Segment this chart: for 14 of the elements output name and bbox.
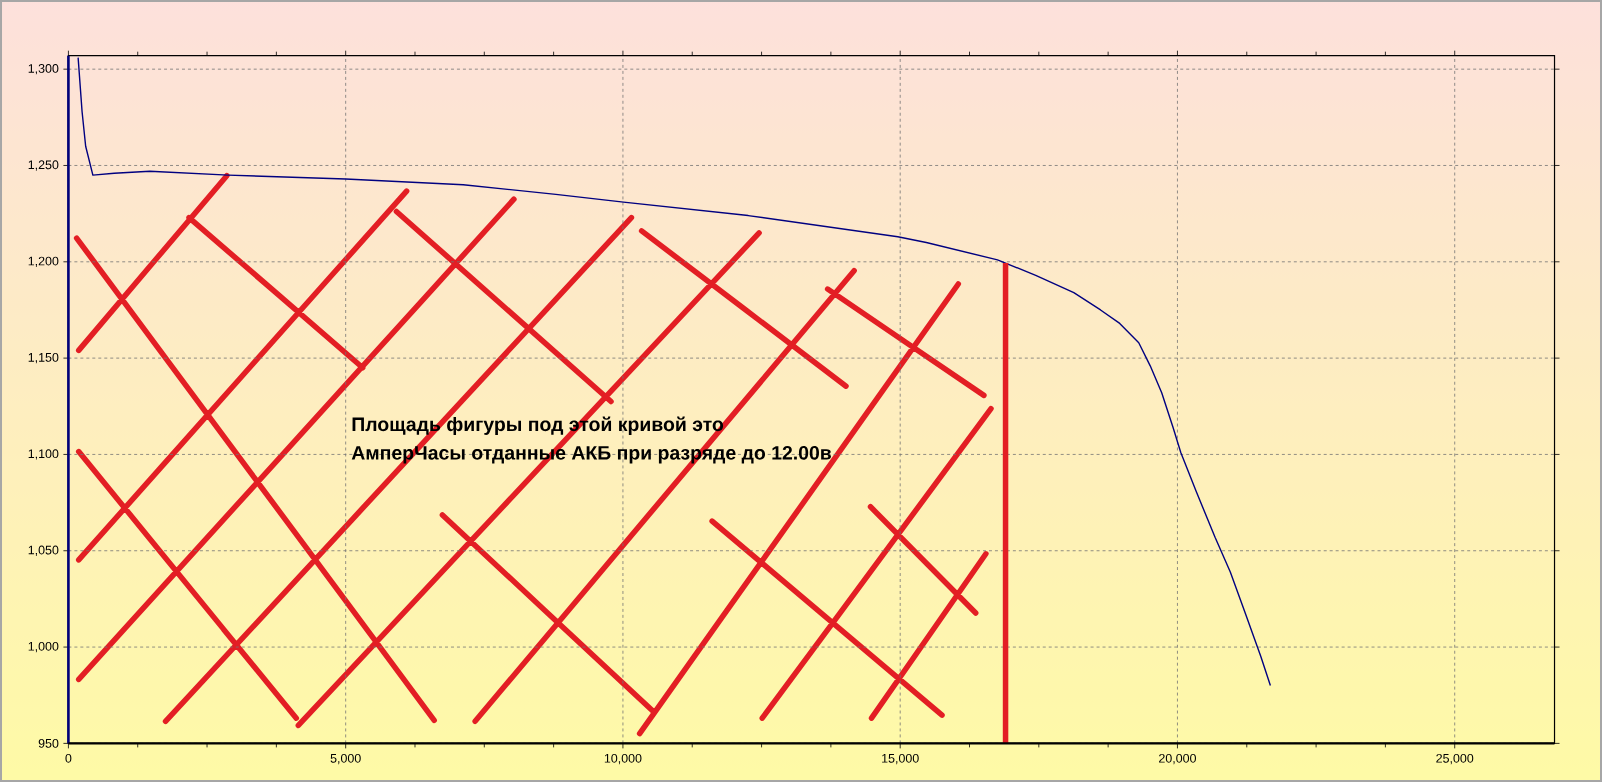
x-tick-label: 20,000 [1159, 753, 1196, 765]
y-tick-label: 1,200 [28, 256, 59, 267]
y-tick-label: 1,250 [28, 160, 59, 171]
x-tick-label: 0 [65, 753, 72, 763]
x-tick-label: 25,000 [1436, 753, 1474, 765]
y-tick-label: 1,000 [28, 641, 59, 653]
x-tick-label: 10,000 [604, 753, 642, 765]
y-tick-label: 950 [38, 738, 59, 748]
x-tick-label: 15,000 [882, 753, 919, 765]
y-tick-label: 1,050 [28, 545, 59, 556]
y-tick-label: 1,300 [28, 64, 59, 75]
x-tick-label: 5,000 [330, 753, 361, 765]
y-tick-label: 1,100 [28, 449, 59, 460]
y-tick-label: 1,150 [28, 352, 59, 364]
